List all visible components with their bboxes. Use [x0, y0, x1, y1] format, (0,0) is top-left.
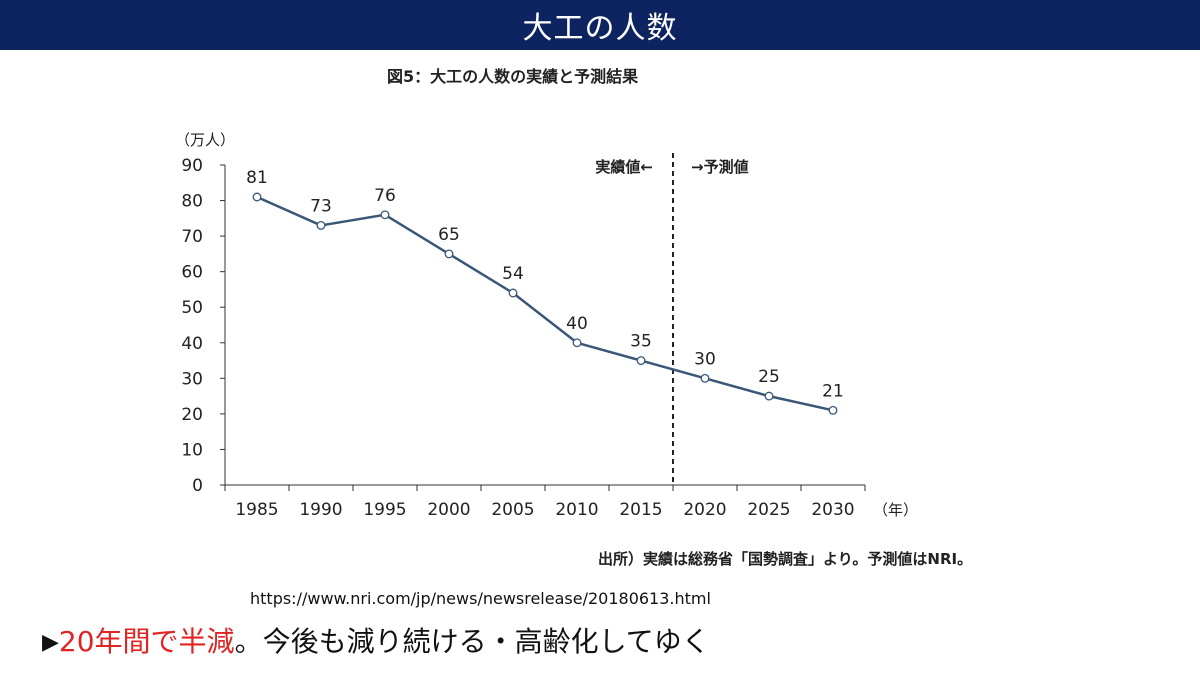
series-line [256, 195, 834, 412]
data-point [444, 249, 454, 259]
data-label: 25 [758, 367, 780, 387]
x-tick-label: 2010 [555, 500, 598, 520]
y-tick-label: 90 [181, 156, 203, 176]
y-tick-label: 80 [181, 192, 203, 212]
y-axis-unit-label: （万人） [175, 131, 235, 149]
y-tick-label: 10 [181, 440, 203, 460]
y-tick-label: 60 [181, 263, 203, 283]
reference-url[interactable]: https://www.nri.com/jp/news/newsrelease/… [250, 589, 711, 608]
data-point [700, 373, 710, 383]
y-tick-label: 40 [181, 334, 203, 354]
data-label: 76 [374, 186, 396, 206]
x-tick-label: 2015 [619, 500, 662, 520]
summary-highlight: 20年間で半減 [58, 625, 235, 658]
y-tick-label: 20 [181, 405, 203, 425]
data-point [764, 391, 774, 401]
x-tick-label: 2000 [427, 500, 470, 520]
y-tick-label: 70 [181, 227, 203, 247]
actual-values-label: 実績値← [595, 158, 653, 176]
data-point [316, 220, 326, 230]
data-label: 35 [630, 332, 652, 352]
data-label: 73 [310, 196, 332, 216]
data-point [572, 338, 582, 348]
data-label: 30 [694, 349, 716, 369]
data-point [636, 356, 646, 366]
data-label: 54 [502, 264, 524, 284]
x-tick-label: 2025 [747, 500, 790, 520]
y-tick-label: 50 [181, 298, 203, 318]
data-point [828, 405, 838, 415]
x-tick-label: 2005 [491, 500, 534, 520]
y-tick-label: 30 [181, 369, 203, 389]
x-axis-unit-label: （年） [873, 501, 918, 519]
forecast-values-label: →予測値 [691, 158, 749, 176]
x-tick-label: 2030 [811, 500, 854, 520]
data-label: 40 [566, 314, 588, 334]
slide-title: 大工の人数 [522, 11, 678, 46]
source-note: 出所）実績は総務省「国勢調査」より。予測値はNRI。 [598, 550, 973, 568]
x-tick-label: 1995 [363, 500, 406, 520]
x-tick-label: 1990 [299, 500, 342, 520]
data-point [252, 192, 262, 202]
data-point [380, 210, 390, 220]
data-label: 65 [438, 225, 460, 245]
data-point [508, 288, 518, 298]
summary-line: ▶20年間で半減。今後も減り続ける・高齢化してゆく [42, 620, 710, 660]
x-tick-label: 2020 [683, 500, 726, 520]
slide-header: 大工の人数 [0, 0, 1200, 50]
data-label: 21 [822, 381, 844, 401]
x-tick-label: 1985 [235, 500, 278, 520]
figure-title: 図5：大工の人数の実績と予測結果 [387, 67, 639, 86]
data-label: 81 [246, 168, 268, 188]
summary-rest: 。今後も減り続ける・高齢化してゆく [234, 625, 710, 658]
triangle-bullet-icon: ▶ [42, 630, 59, 655]
y-tick-label: 0 [192, 476, 203, 496]
